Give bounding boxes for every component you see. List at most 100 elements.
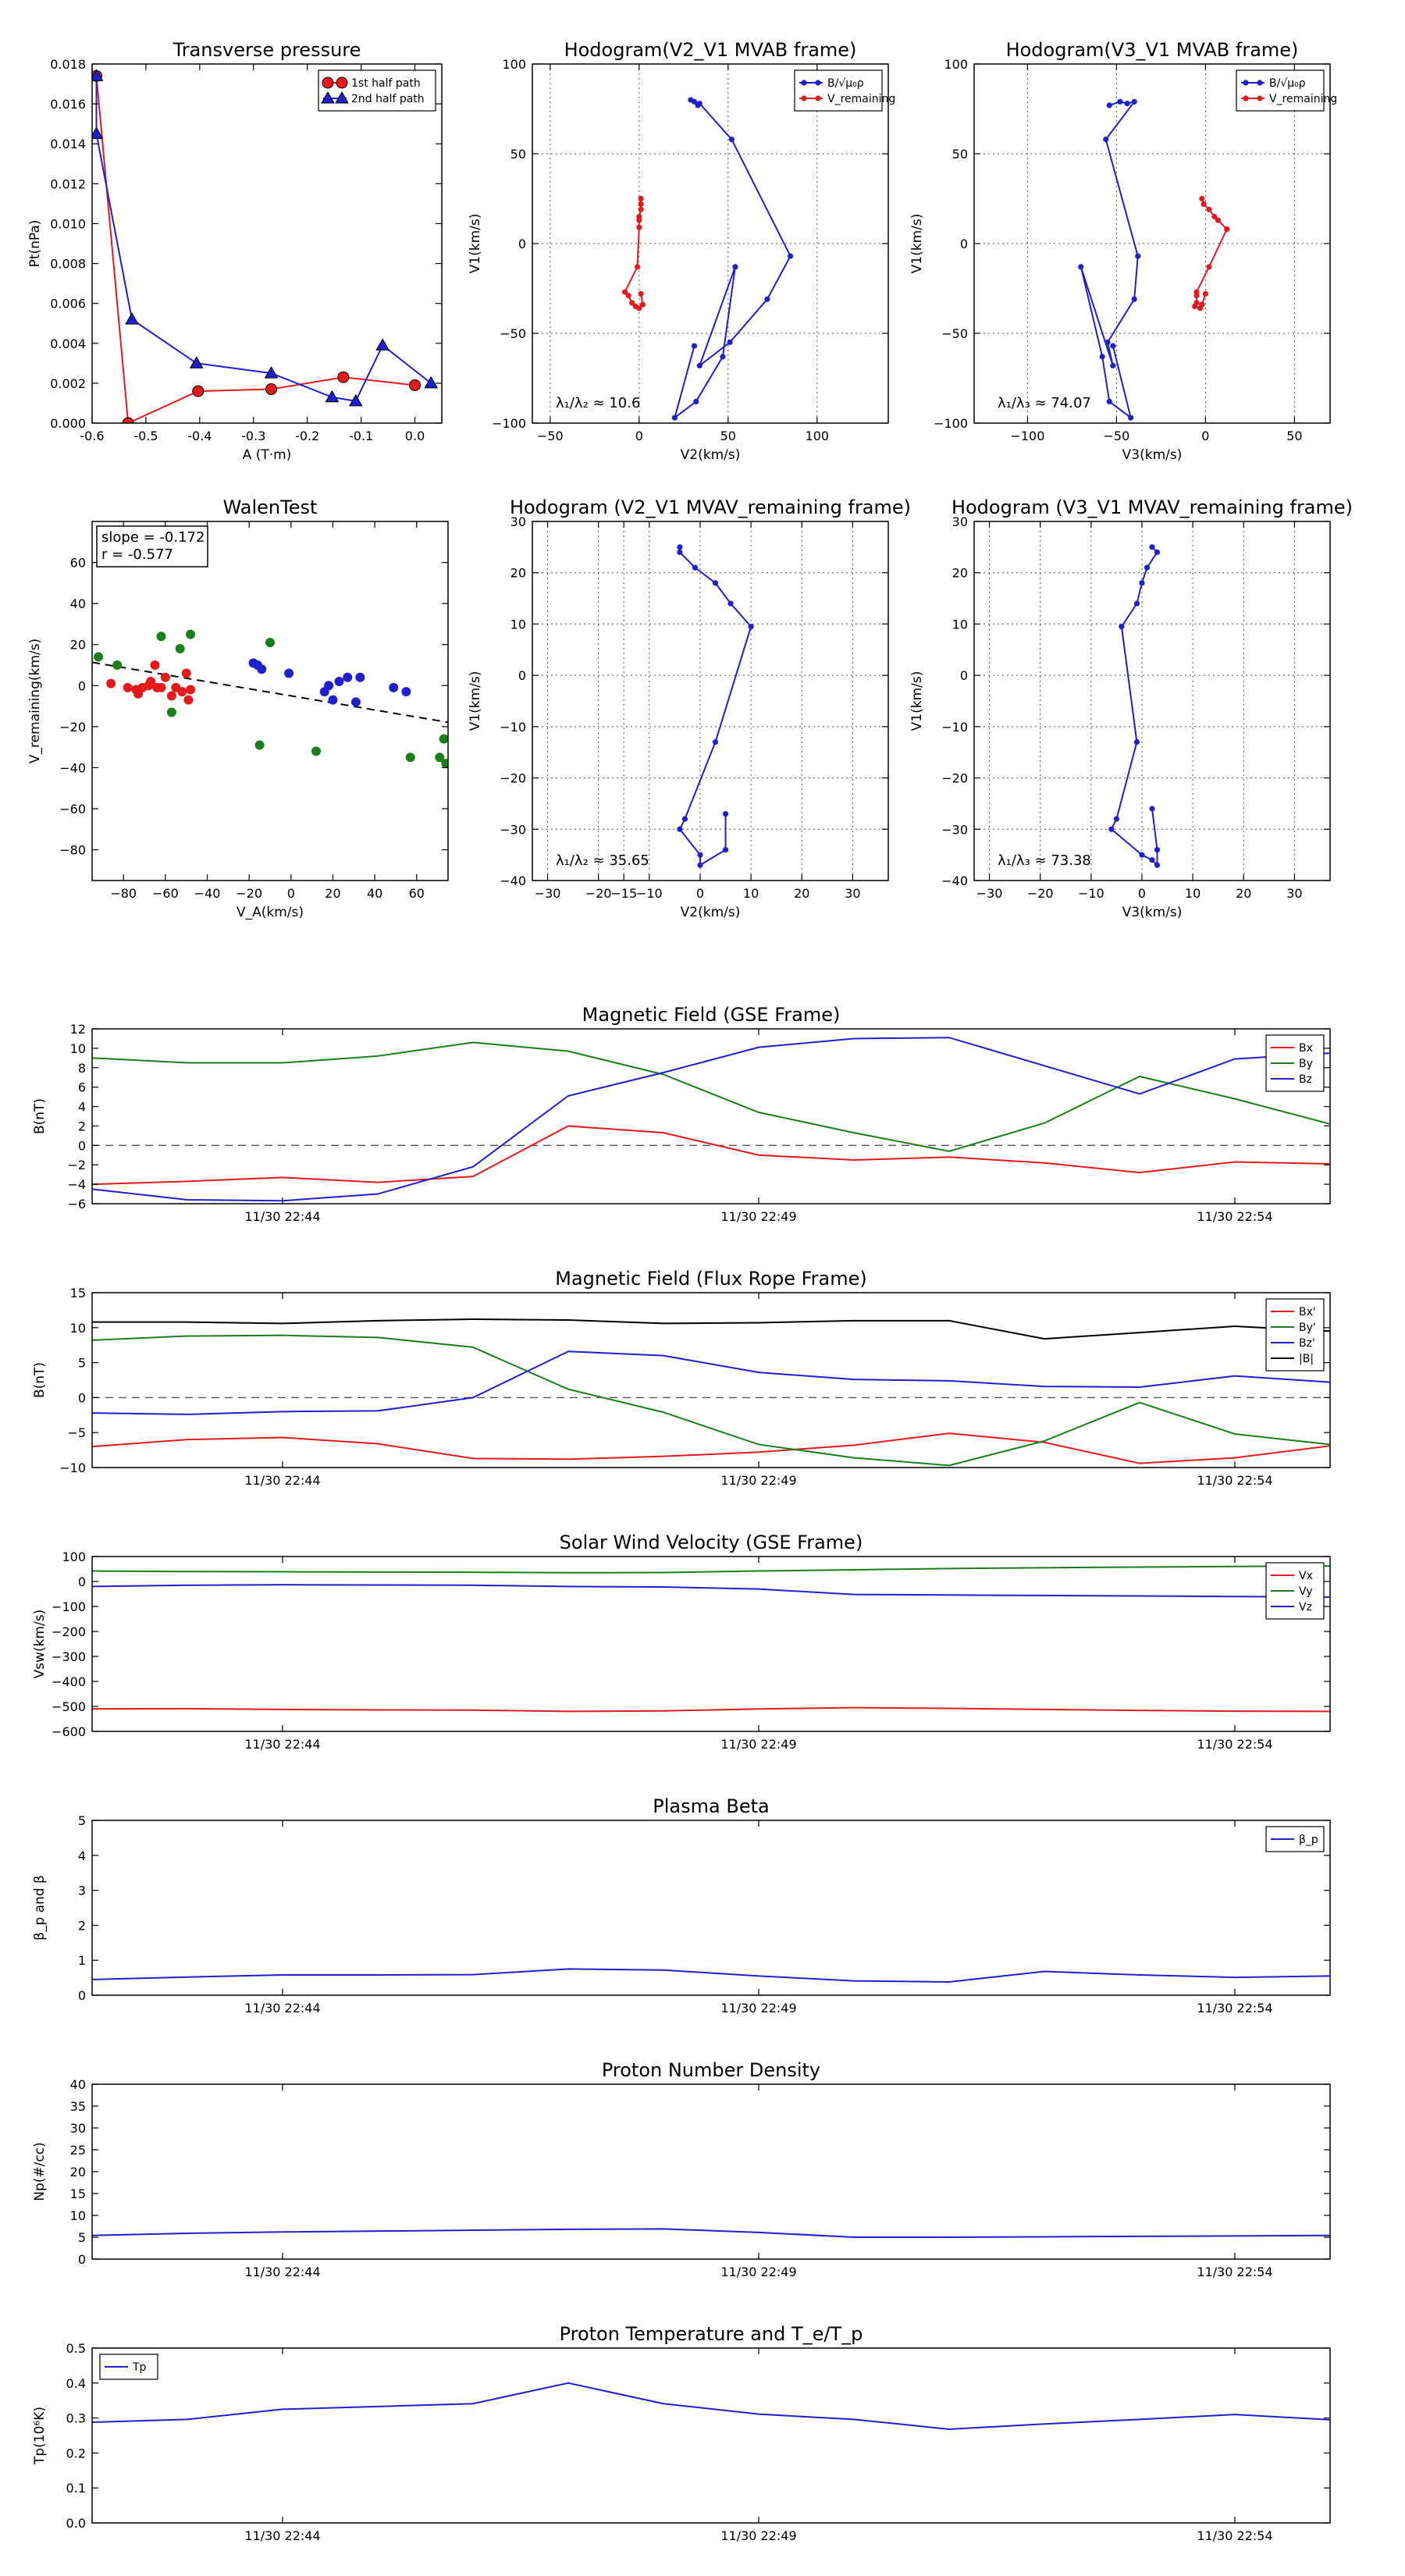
y-tick-label: 0.1 bbox=[66, 2481, 86, 2496]
chart-walen: −80 −60 −40 −20 0 20 40 60 −80 −60 −40 −20 0 20 40 60 Wa… bbox=[27, 496, 449, 920]
data-point bbox=[722, 810, 729, 817]
data-point bbox=[350, 697, 361, 707]
y-tick-label: 0.0 bbox=[66, 2516, 86, 2531]
data-point bbox=[355, 672, 365, 682]
y-tick-label: 2 bbox=[78, 1918, 86, 1933]
data-point bbox=[629, 300, 635, 306]
x-axis-label: A (T·m) bbox=[243, 447, 292, 463]
plot-area bbox=[92, 1820, 1330, 1995]
plot-area bbox=[92, 1557, 1330, 1731]
data-point bbox=[1199, 195, 1205, 202]
x-tick-label: 60 bbox=[409, 886, 425, 901]
data-point bbox=[348, 393, 363, 407]
series-line-2 bbox=[92, 1584, 1330, 1598]
y-tick-label: 0.5 bbox=[66, 2341, 86, 2356]
data-point bbox=[677, 544, 683, 550]
y-tick-label: −6 bbox=[67, 1197, 86, 1212]
y-tick-label: 0.008 bbox=[50, 257, 86, 272]
series-line-0 bbox=[92, 1706, 1330, 1713]
series-group bbox=[1078, 98, 1230, 421]
data-point bbox=[1128, 415, 1134, 421]
y-tick-label: 0 bbox=[78, 2252, 86, 2267]
data-point bbox=[625, 293, 631, 299]
y-tick-label: 0 bbox=[518, 668, 526, 683]
x-axis-label: V_A(km/s) bbox=[237, 905, 304, 920]
data-point bbox=[681, 816, 688, 822]
legend-marker bbox=[335, 91, 349, 104]
chart-title: Plasma Beta bbox=[653, 1795, 769, 1817]
fit-line bbox=[92, 661, 448, 724]
x-tick-label: 11/30 22:44 bbox=[244, 2001, 320, 2016]
data-point bbox=[636, 224, 642, 230]
data-point bbox=[94, 652, 104, 662]
y-tick-label: −300 bbox=[52, 1649, 86, 1664]
y-tick-label: 10 bbox=[510, 617, 526, 632]
chart-np: 11/30 22:44 11/30 22:49 11/30 22:54 0 5 10 15 2… bbox=[32, 2059, 1331, 2279]
y-tick-label: 50 bbox=[510, 147, 526, 162]
data-point bbox=[720, 354, 726, 360]
x-tick-label: -0.1 bbox=[349, 429, 373, 443]
data-point bbox=[636, 305, 642, 311]
data-point bbox=[343, 672, 353, 682]
data-point bbox=[727, 339, 733, 346]
data-point bbox=[166, 707, 176, 717]
x-tick-label: −50 bbox=[537, 429, 564, 443]
y-tick-label: −20 bbox=[941, 771, 968, 786]
data-point bbox=[181, 668, 191, 678]
y-tick-label: 4 bbox=[78, 1848, 86, 1863]
legend-marker bbox=[1243, 95, 1249, 101]
y-tick-label: 0 bbox=[78, 1138, 86, 1153]
chart-tpr: 11/30 22:44 11/30 22:49 11/30 22:54 0.0 0.1 0… bbox=[32, 2323, 1331, 2543]
data-point bbox=[435, 753, 445, 763]
y-tick-label: −100 bbox=[492, 416, 526, 431]
series-group bbox=[92, 1968, 1330, 1983]
y-tick-label: 50 bbox=[952, 147, 968, 162]
y-tick-label: −40 bbox=[59, 760, 86, 775]
y-tick-label: 12 bbox=[70, 1022, 86, 1037]
y-tick-label: 10 bbox=[70, 1321, 86, 1336]
legend: 1st half path 2nd half path bbox=[318, 69, 436, 112]
data-point bbox=[146, 677, 156, 687]
chart-title: Proton Number Density bbox=[602, 2059, 820, 2081]
data-point bbox=[712, 738, 719, 745]
chart-hodo3: −30 −20−15−10 0 10 20 30−40−30−20−100102030Ho… bbox=[468, 496, 911, 920]
x-tick-label: 11/30 22:44 bbox=[244, 1737, 320, 1752]
legend-label: Vx bbox=[1299, 1570, 1313, 1582]
legend-marker bbox=[801, 95, 807, 101]
data-point bbox=[677, 826, 683, 832]
data-point bbox=[1154, 862, 1161, 868]
data-point bbox=[265, 638, 275, 648]
data-point bbox=[1149, 857, 1155, 863]
data-point bbox=[254, 740, 265, 750]
y-axis-label: V_remaining(km/s) bbox=[27, 639, 43, 763]
y-axis-label: V1(km/s) bbox=[909, 671, 925, 731]
x-tick-label: 11/30 22:49 bbox=[720, 2265, 796, 2279]
series-line-0 bbox=[92, 1968, 1330, 1983]
x-tick-label: 11/30 22:44 bbox=[244, 1473, 320, 1488]
legend-label: Vy bbox=[1299, 1585, 1313, 1598]
x-tick-label: −80 bbox=[110, 886, 137, 901]
x-tick-label: 100 bbox=[806, 429, 830, 443]
y-tick-label: 30 bbox=[510, 514, 526, 529]
y-tick-label: 40 bbox=[70, 2077, 86, 2092]
legend: β_p bbox=[1265, 1826, 1325, 1852]
x-tick-label: 11/30 22:54 bbox=[1197, 2001, 1272, 2016]
series-line-0 bbox=[92, 2382, 1330, 2430]
series-line-0 bbox=[92, 2228, 1330, 2238]
chart-title: Transverse pressure bbox=[173, 39, 361, 61]
x-axis-label: V3(km/s) bbox=[1122, 905, 1183, 920]
x-tick-label: −20 bbox=[585, 886, 612, 901]
series-group bbox=[677, 544, 754, 868]
y-tick-label: −500 bbox=[52, 1699, 86, 1714]
data-point bbox=[389, 682, 399, 692]
legend-label: Vz bbox=[1299, 1601, 1312, 1614]
x-tick-label: −15 bbox=[610, 886, 637, 901]
plot-area bbox=[92, 2084, 1330, 2259]
data-point bbox=[671, 415, 678, 421]
data-point bbox=[123, 682, 133, 692]
data-point bbox=[1133, 600, 1140, 607]
data-point bbox=[328, 695, 338, 705]
y-tick-label: 15 bbox=[70, 1286, 86, 1300]
axes-frame bbox=[91, 1292, 1331, 1468]
data-point bbox=[1144, 564, 1151, 571]
